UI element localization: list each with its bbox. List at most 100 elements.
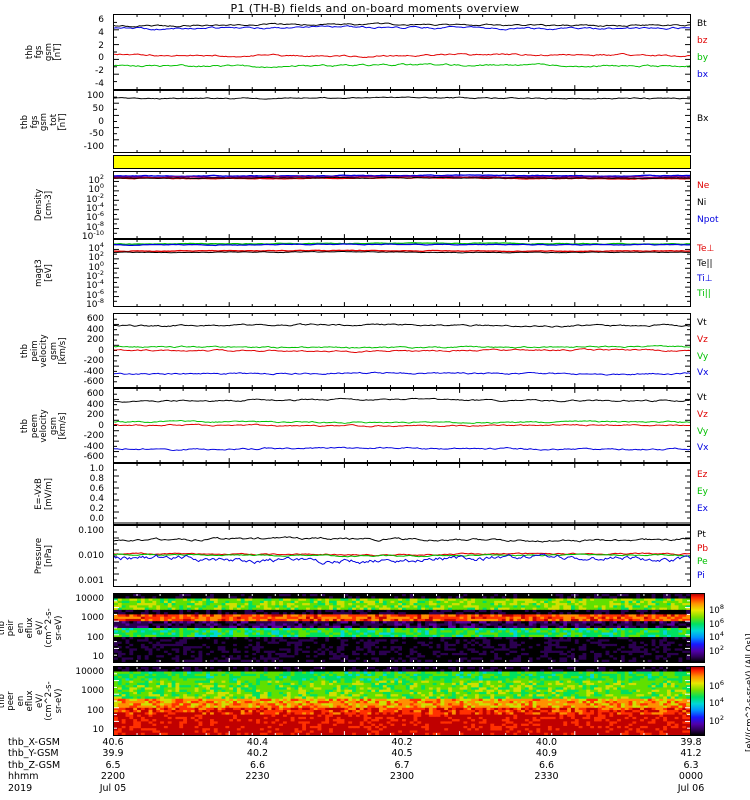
legend-item-Ne: Ne: [697, 180, 710, 191]
ytick-exponent: -10: [93, 229, 104, 237]
legend-item-Vz: Vz: [697, 409, 708, 420]
legend-item-Vy: Vy: [697, 426, 709, 437]
ytick-label: 10000: [75, 594, 104, 604]
row-label-hhmm: hhmm: [8, 771, 39, 783]
ytick-label: 400: [86, 324, 104, 335]
ytick-label: 10-6: [86, 287, 104, 301]
colorbar-axis-title: [eV/(cm^2-s-sr-eV) (All Qs)]: [745, 633, 750, 752]
ytick-exponent: 0: [99, 259, 104, 268]
bottom-axis-column: 40.0 40.9 6.6 2330: [512, 737, 582, 783]
colorbar-tick-label: 106: [709, 678, 724, 692]
legend-item-Pb: Pb: [697, 543, 709, 554]
panel-peir-en-eflux: [113, 593, 691, 663]
ytick-label: 0: [98, 116, 104, 127]
page-title: P1 (TH-B) fields and on-board moments ov…: [230, 2, 520, 15]
ytick-exponent: -4: [97, 278, 104, 287]
ytick-label: 0.0: [89, 514, 104, 524]
ytick-label: 10: [92, 652, 104, 662]
ytick-exponent: 4: [99, 241, 104, 249]
legend-item-Ti: Ti⊥: [697, 274, 713, 284]
ytick-label: -100: [83, 142, 104, 152]
ytick-label: 600: [86, 389, 104, 399]
legend-item-Te: Te⊥: [697, 244, 715, 254]
ytick-label: 0.4: [89, 494, 104, 504]
panel-peer-en-eflux: [113, 666, 691, 736]
bottom-value-date: Jul 05: [99, 782, 127, 794]
bottom-value-x: 40.6: [102, 737, 124, 748]
legend-item-Ey: Ey: [697, 486, 709, 497]
row-label-y: thb_Y-GSM: [8, 748, 59, 760]
legend-item-Ti: Ti||: [697, 289, 711, 299]
ytick-label: -400: [83, 366, 104, 377]
ytick-label: 10-6: [86, 210, 104, 224]
ytick-label: 10-2: [86, 191, 104, 205]
legend-item-Ni: Ni: [697, 197, 707, 208]
ytick-label: 0.8: [89, 474, 104, 484]
ytick-label: 100: [86, 91, 104, 101]
ytick-exponent: -8: [97, 219, 104, 228]
ytick-label: 1000: [81, 686, 104, 697]
legend-item-bx: bx: [697, 70, 709, 80]
legend-item-Vx: Vx: [697, 443, 709, 454]
ytick-label: 102: [88, 173, 104, 186]
bottom-value-x: 39.8: [680, 737, 702, 748]
ytick-label: -2: [95, 66, 104, 77]
colorbar-tick-exponent: 2: [719, 643, 724, 652]
ytick-label: 200: [86, 410, 104, 420]
legend-item-Vt: Vt: [697, 318, 707, 328]
colorbar-tick-label: 106: [709, 616, 724, 630]
colorbar-tick-exponent: 8: [719, 603, 724, 612]
panel-fgs-gsm: [113, 14, 691, 90]
bottom-value-x: 40.2: [391, 737, 413, 748]
ytick-label: -600: [83, 377, 104, 387]
legend-item-Bt: Bt: [697, 19, 707, 29]
legend-item-Npot: Npot: [697, 214, 719, 225]
bottom-value-z: 6.3: [683, 759, 699, 771]
bottom-value-hhmm: 2300: [389, 771, 415, 783]
ytick-label: 104: [88, 241, 104, 254]
panel-peem-velocity: [113, 388, 691, 463]
ytick-label: 10000: [75, 667, 104, 677]
panel-magt3: [113, 239, 691, 307]
legend-item-Pt: Pt: [697, 530, 706, 540]
ytick-label: 600: [86, 314, 104, 324]
ytick-exponent: -8: [97, 297, 104, 305]
legend-item-Ex: Ex: [697, 503, 709, 514]
bottom-value-hhmm: 2330: [534, 771, 559, 783]
legend-item-Vx: Vx: [697, 368, 709, 379]
ytick-label: 100: [86, 705, 104, 716]
peer-colorbar: [690, 666, 705, 736]
ytick-label: 10-4: [86, 278, 104, 292]
legend-item-Vy: Vy: [697, 351, 709, 362]
ytick-label: 6: [98, 15, 104, 25]
ytick-exponent: -2: [97, 191, 104, 200]
legend-item-by: by: [697, 53, 709, 63]
ytick-label: 0.6: [89, 484, 104, 494]
bottom-value-x: 40.4: [246, 737, 269, 748]
ytick-label: 0.001: [78, 576, 104, 586]
legend-item-Ez: Ez: [697, 469, 708, 480]
ytick-label: 100: [88, 182, 104, 196]
bottom-value-hhmm: 2230: [245, 771, 270, 783]
ytick-exponent: -6: [97, 287, 104, 296]
panel-efield-vxb: [113, 463, 691, 525]
ytick-label: 10-2: [86, 269, 104, 282]
bottom-value-y: 40.9: [535, 748, 558, 760]
legend-item-Vt: Vt: [697, 393, 707, 403]
ytick-exponent: -4: [97, 201, 104, 209]
ytick-exponent: 0: [99, 182, 104, 191]
colorbar-tick-exponent: 4: [719, 696, 724, 705]
ytick-label: -600: [83, 452, 104, 462]
ytick-label: 4: [98, 27, 104, 38]
ytick-label: -50: [89, 129, 104, 140]
panel-fgs-gsm-tot: [113, 90, 691, 153]
bottom-axis-column: 40.4 40.2 6.6 2230: [223, 737, 293, 783]
ytick-label: 0: [98, 420, 104, 431]
ytick-label: -200: [83, 356, 104, 366]
bottom-value-date: Jul 06: [677, 782, 705, 794]
ytick-label: 100: [86, 632, 104, 643]
legend-item-Pe: Pe: [697, 557, 708, 567]
ytick-label: 2: [98, 40, 104, 51]
colorbar-tick-label: 104: [709, 630, 724, 644]
legend-item-bz: bz: [697, 36, 708, 46]
